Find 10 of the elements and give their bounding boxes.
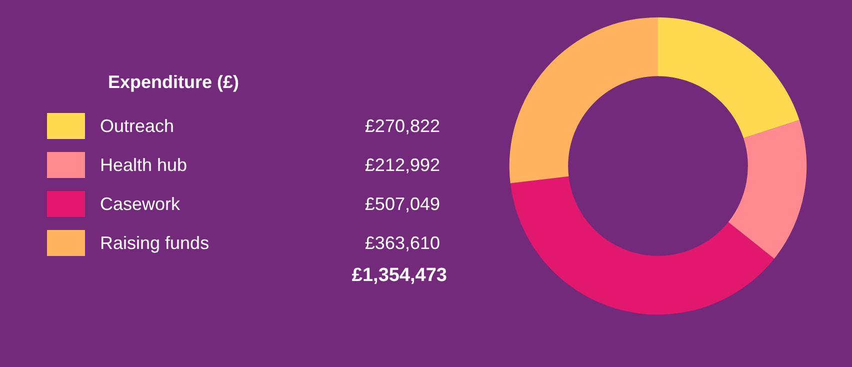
- legend-title: Expenditure (£): [108, 72, 240, 92]
- legend-label: Casework: [100, 194, 182, 214]
- legend-label: Health hub: [100, 155, 188, 175]
- data-label: £212,992: [364, 155, 440, 175]
- text: £1,354,473: [352, 265, 447, 286]
- data-label: £270,822: [364, 116, 440, 136]
- data-label: £507,049: [364, 194, 440, 214]
- legend-label: Outreach: [100, 116, 174, 136]
- data-label: £363,610: [364, 233, 440, 253]
- legend-label: Raising funds: [100, 233, 210, 253]
